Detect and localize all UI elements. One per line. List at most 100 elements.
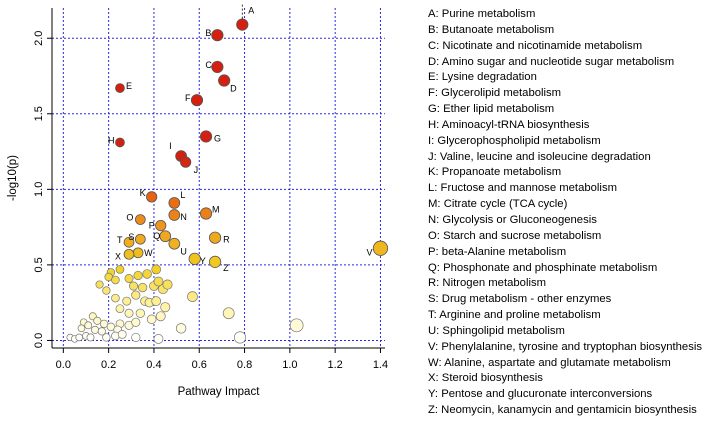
data-points [66,18,389,344]
pathway-point [122,296,132,306]
legend-entry: H: Aminoacyl-tRNA biosynthesis [428,118,590,131]
point-label-f: F [185,93,191,103]
pathway-point [117,330,127,339]
pathway-point-k [146,191,158,203]
legend-entry: U: Sphingolipid metabolism [428,324,565,337]
legend-entry: T: Arginine and proline metabolism [428,309,601,322]
point-label-t: T [117,235,123,245]
pathway-point [124,308,134,318]
pathway-point [153,276,164,287]
pathway-point-v [372,240,389,256]
point-label-r: R [223,235,230,245]
y-tick-label: 1.0 [33,182,45,197]
pathway-point-o [134,214,146,225]
point-label-v: V [366,247,372,257]
pathway-point [133,270,143,281]
pathway-point-g [199,130,213,143]
point-label-s: S [128,232,134,242]
legend-entry: W: Alanine, aspartate and glutamate meta… [428,356,671,369]
pathway-point [153,334,164,344]
legend-entry: Y: Pentose and glucuronate interconversi… [428,388,653,401]
pathway-point [115,304,125,314]
legend-entry: M: Citrate cycle (TCA cycle) [428,198,568,211]
pathway-point [84,321,93,330]
pathway-point [155,311,166,322]
legend-entry: Z: Neomycin, kanamycin and gentamicin bi… [428,404,697,417]
pathway-point [289,318,304,333]
pathway-point [151,296,162,307]
legend-entry: E: Lysine degradation [428,71,537,84]
x-axis-title: Pathway Impact [178,386,261,398]
pathway-point [175,323,187,334]
axes: 0.0 0.2 0.4 0.6 0.8 1.0 1.2 1.4 0.0 0.5 1.0 1.5 2.0 [33,8,388,371]
y-tick-label: 0.0 [33,333,45,348]
pathway-point-q [159,230,172,243]
legend-entry: V: Phenylalanine, tyrosine and tryptopha… [428,340,703,353]
legend-entry: F: Glycerolipid metabolism [428,87,562,100]
x-tick-label: 0.6 [192,359,207,371]
pathway-point [111,293,120,303]
point-label-c: C [205,60,212,70]
pathway-point [160,302,171,313]
pathway-point-e [115,83,125,93]
legend-entry: J: Valine, leucine and isoleucine degrad… [428,150,651,163]
point-label-h: H [108,135,115,145]
legend-entry: X: Steroid biosynthesis [428,372,543,385]
point-label-q: Q [153,231,160,241]
pathway-point [131,317,141,327]
pathway-point [162,279,173,290]
pathway-point [95,280,104,289]
point-label-k: K [140,188,146,198]
legend-entry: G: Ether lipid metabolism [428,103,555,116]
legend-entry: N: Glycolysis or Gluconeogenesis [428,213,597,226]
point-label-u: U [180,247,187,257]
pathway-point [151,264,162,275]
pathway-point-h [115,137,125,148]
pathway-point-x [123,248,135,260]
legend-entry: D: Amino sugar and nucleotide sugar meta… [428,55,675,68]
pathway-point [131,332,141,342]
point-label-e: E [126,81,132,91]
legend-entry: Q: Phosphonate and phosphinate metabolis… [428,261,658,274]
pathway-point [129,281,139,291]
pathway-point-t [123,236,135,248]
pathway-point-c [211,60,224,74]
x-tick-label: 0.4 [146,359,161,371]
point-label-o: O [126,213,133,223]
pathway-point [131,290,141,300]
pathway-point-m [199,207,213,220]
pathway-point [77,324,86,333]
point-label-z: Z [223,263,229,273]
legend-entry: R: Nitrogen metabolism [428,277,547,290]
y-axis-title: -log10(p) [7,155,19,201]
point-label-i: I [169,141,172,151]
point-label-l: L [180,190,185,200]
x-tick-label: 0.0 [56,359,71,371]
pathway-point-u [168,237,181,250]
pathway-point [86,333,95,342]
y-tick-label: 1.5 [33,106,45,121]
pathway-point [142,269,152,279]
pathway-point [187,291,198,302]
legend-entry: A: Purine metabolism [428,8,536,20]
legend-entry: I: Glycerophospholipid metabolism [428,134,601,147]
point-label-n: N [180,212,187,222]
x-tick-label: 1.2 [328,359,343,371]
y-tick-label: 0.5 [33,257,45,272]
y-tick-label: 2.0 [33,31,45,46]
pathway-point [233,331,247,344]
point-label-g: G [214,133,221,143]
pathway-point [222,307,235,320]
legend-entry: C: Nicotinate and nicotinamide metabolis… [428,39,643,52]
pathway-point-z [209,255,222,268]
pathway-point [91,325,100,334]
pathway-point-f [190,94,204,107]
legend-entry: S: Drug metabolism - other enzymes [428,293,612,306]
pathway-point [115,265,125,274]
point-label-d: D [230,84,237,94]
pathway-point [137,282,148,293]
point-label-a: A [248,6,254,16]
pathway-legend: A: Purine metabolism B: Butanoate metabol… [428,7,720,419]
pathway-point-p [155,220,167,232]
